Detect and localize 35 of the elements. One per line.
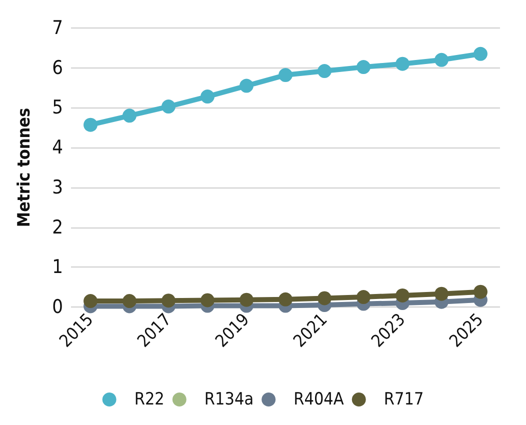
point xyxy=(434,286,448,301)
legend-label: R717 xyxy=(384,390,424,410)
y-tick-label: 7 xyxy=(52,17,63,39)
point xyxy=(356,60,370,74)
point xyxy=(122,294,136,308)
point xyxy=(162,294,176,308)
legend-label: R404A xyxy=(294,390,344,410)
point xyxy=(474,284,488,299)
y-tick-label: 6 xyxy=(52,56,63,79)
point xyxy=(162,100,176,114)
point xyxy=(318,64,332,78)
y-tick-label: 0 xyxy=(52,296,63,318)
y-tick-label: 4 xyxy=(52,136,63,159)
point xyxy=(240,292,254,307)
point xyxy=(240,78,254,93)
point xyxy=(434,52,448,67)
point xyxy=(318,291,332,306)
point xyxy=(278,292,292,306)
point xyxy=(396,288,410,302)
y-tick-label: 3 xyxy=(52,176,63,198)
point xyxy=(200,293,214,308)
point xyxy=(84,118,98,132)
point xyxy=(356,290,370,304)
point xyxy=(122,108,136,123)
point xyxy=(200,90,214,104)
y-axis-title: Metric tonnes xyxy=(14,108,34,228)
y-tick-label: 2 xyxy=(52,216,63,238)
y-tick-label: 1 xyxy=(52,256,63,278)
legend-label: R134a xyxy=(204,390,254,410)
point xyxy=(278,68,292,82)
legend-label: R22 xyxy=(134,390,164,410)
point xyxy=(396,56,410,71)
point xyxy=(474,46,488,61)
y-tick-label: 5 xyxy=(52,96,63,119)
point xyxy=(84,294,98,308)
